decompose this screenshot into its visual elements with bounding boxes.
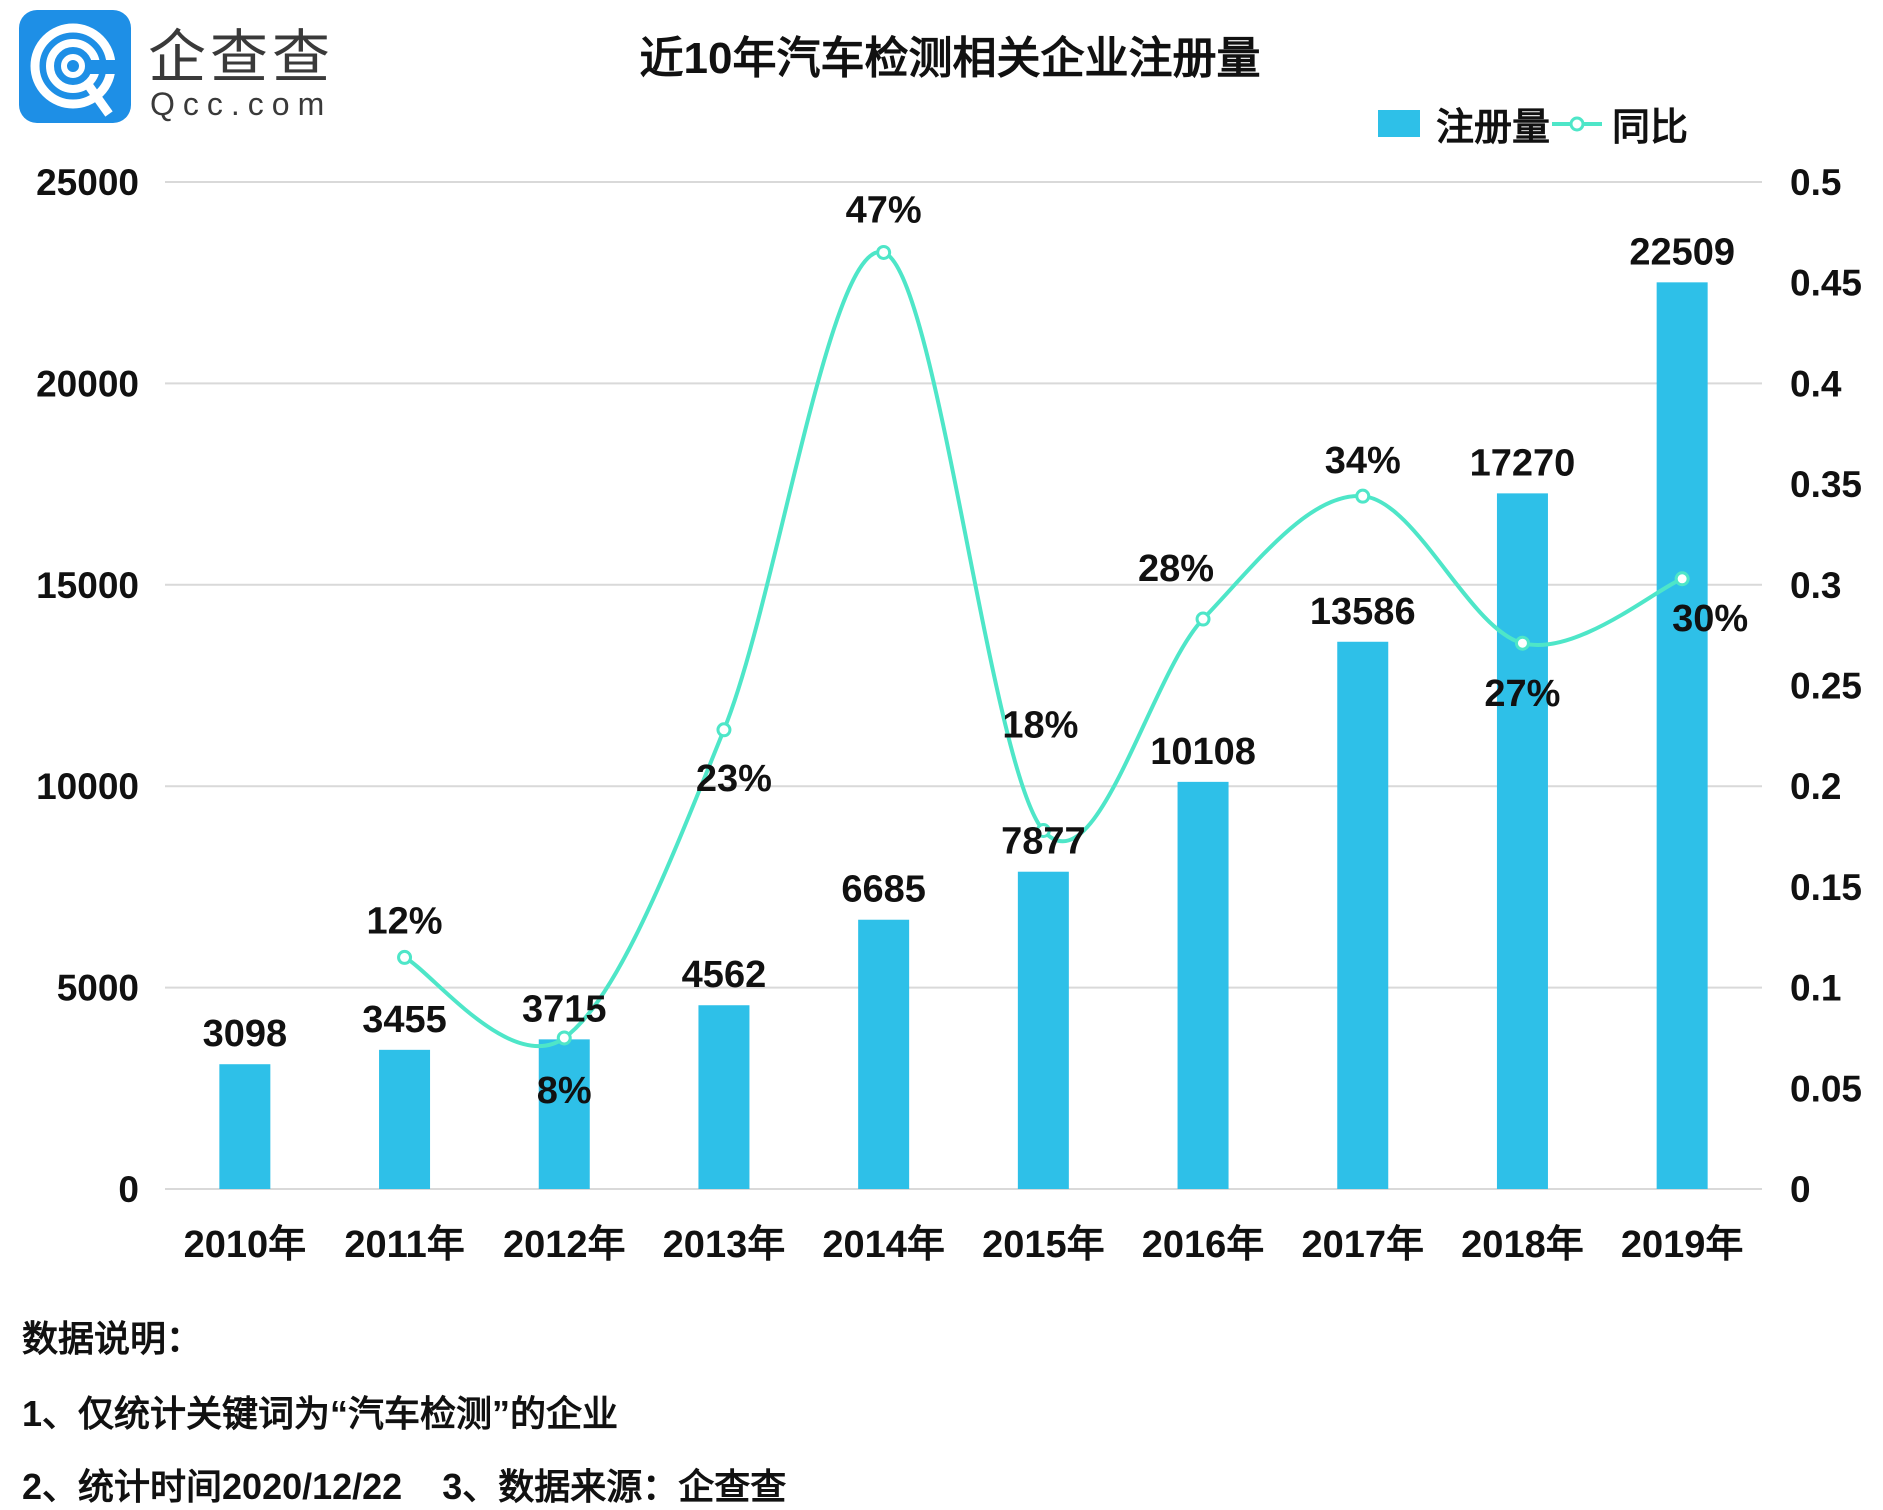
bar-2018年 bbox=[1496, 493, 1548, 1190]
bar-2014年 bbox=[858, 919, 910, 1189]
yoy-point bbox=[1674, 571, 1690, 587]
y-right-tick: 0.25 bbox=[1790, 666, 1862, 707]
yoy-label: 28% bbox=[1138, 548, 1214, 590]
bar-value-label: 4562 bbox=[682, 954, 767, 996]
notes-line-1: 1、仅统计关键词为“汽车检测”的企业 bbox=[22, 1393, 619, 1434]
y-left-tick: 15000 bbox=[36, 565, 139, 606]
y-right-tick: 0 bbox=[1790, 1169, 1811, 1210]
y-right-tick: 0.5 bbox=[1790, 162, 1841, 203]
yoy-label: 34% bbox=[1325, 440, 1401, 482]
yoy-line bbox=[403, 250, 1683, 1048]
bar-value-label: 3455 bbox=[362, 999, 447, 1041]
bar-2019年 bbox=[1656, 282, 1708, 1189]
yoy-label: 18% bbox=[1002, 705, 1078, 747]
yoy-point bbox=[1514, 635, 1530, 651]
bar-2011年 bbox=[379, 1049, 431, 1189]
x-tick-label: 2019年 bbox=[1621, 1224, 1744, 1266]
yoy-label: 30% bbox=[1672, 598, 1748, 640]
yoy-point bbox=[397, 949, 413, 965]
x-tick-label: 2011年 bbox=[344, 1224, 464, 1266]
yoy-point bbox=[1195, 611, 1211, 627]
bar-value-label: 3715 bbox=[522, 988, 607, 1030]
bar-value-label: 10108 bbox=[1150, 731, 1256, 773]
x-tick-label: 2014年 bbox=[822, 1224, 945, 1266]
y-right-tick: 0.3 bbox=[1790, 565, 1841, 606]
yoy-label: 47% bbox=[846, 189, 922, 231]
yoy-point bbox=[876, 244, 892, 260]
chart-area: 3098 3455 3715 4562 6685 7877 10108 13586 17270 2… bbox=[36, 162, 1862, 1266]
legend-line-swatch bbox=[1552, 116, 1603, 131]
y-left-tick: 0 bbox=[118, 1169, 139, 1210]
y-right-tick: 0.05 bbox=[1790, 1068, 1862, 1109]
bar-value-label: 6685 bbox=[841, 869, 926, 911]
x-tick-label: 2016年 bbox=[1142, 1224, 1265, 1266]
x-tick-label: 2012年 bbox=[503, 1224, 626, 1266]
y-right-tick: 0.1 bbox=[1790, 968, 1841, 1009]
yoy-point bbox=[1035, 823, 1051, 839]
y-left-tick: 5000 bbox=[57, 968, 139, 1009]
y-left-tick: 20000 bbox=[36, 363, 139, 404]
yoy-point bbox=[716, 722, 732, 738]
bar-2010年 bbox=[219, 1064, 271, 1189]
yoy-label: 27% bbox=[1484, 673, 1560, 715]
bar-value-label: 3098 bbox=[203, 1013, 288, 1055]
logo-name: 企查查 bbox=[148, 25, 335, 90]
legend-bar-swatch bbox=[1378, 110, 1420, 137]
y-right-tick: 0.35 bbox=[1790, 464, 1862, 505]
yoy-label: 23% bbox=[696, 758, 772, 800]
logo-url: Qcc.com bbox=[150, 86, 333, 122]
legend-bar-label: 注册量 bbox=[1436, 107, 1551, 149]
bar-2017年 bbox=[1337, 641, 1389, 1189]
x-tick-label: 2018年 bbox=[1461, 1224, 1584, 1266]
yoy-point bbox=[1355, 488, 1371, 504]
bar-2016年 bbox=[1177, 781, 1229, 1189]
y-right-tick: 0.4 bbox=[1790, 363, 1842, 404]
y-right-tick: 0.2 bbox=[1790, 766, 1841, 807]
legend: 注册量 同比 bbox=[1378, 96, 1688, 151]
x-tick-label: 2010年 bbox=[184, 1224, 307, 1266]
x-tick-label: 2013年 bbox=[663, 1224, 786, 1266]
bar-2012年 bbox=[538, 1039, 590, 1189]
bar-value-label: 22509 bbox=[1629, 231, 1735, 273]
qcc-logo-icon bbox=[19, 10, 131, 123]
bar-value-label: 13586 bbox=[1310, 591, 1416, 633]
yoy-label: 8% bbox=[537, 1070, 592, 1112]
chart-title: 近10年汽车检测相关企业注册量 bbox=[639, 34, 1261, 83]
notes-heading: 数据说明： bbox=[22, 1318, 203, 1359]
bar-value-label: 17270 bbox=[1470, 442, 1576, 484]
notes-line-2: 2、统计时间2020/12/22 3、数据来源：企查查 bbox=[22, 1466, 787, 1507]
y-left-tick: 25000 bbox=[36, 162, 139, 203]
x-tick-label: 2017年 bbox=[1301, 1224, 1424, 1266]
bar-2015年 bbox=[1017, 871, 1069, 1189]
x-tick-label: 2015年 bbox=[982, 1224, 1105, 1266]
legend-line-label: 同比 bbox=[1612, 107, 1689, 149]
yoy-label: 12% bbox=[367, 900, 443, 942]
bar-value-label: 7877 bbox=[1001, 821, 1086, 863]
y-right-tick: 0.45 bbox=[1790, 263, 1862, 304]
yoy-point bbox=[556, 1030, 572, 1046]
bar-2013年 bbox=[698, 1005, 750, 1189]
y-left-tick: 10000 bbox=[36, 766, 139, 807]
y-right-tick: 0.15 bbox=[1790, 867, 1862, 908]
